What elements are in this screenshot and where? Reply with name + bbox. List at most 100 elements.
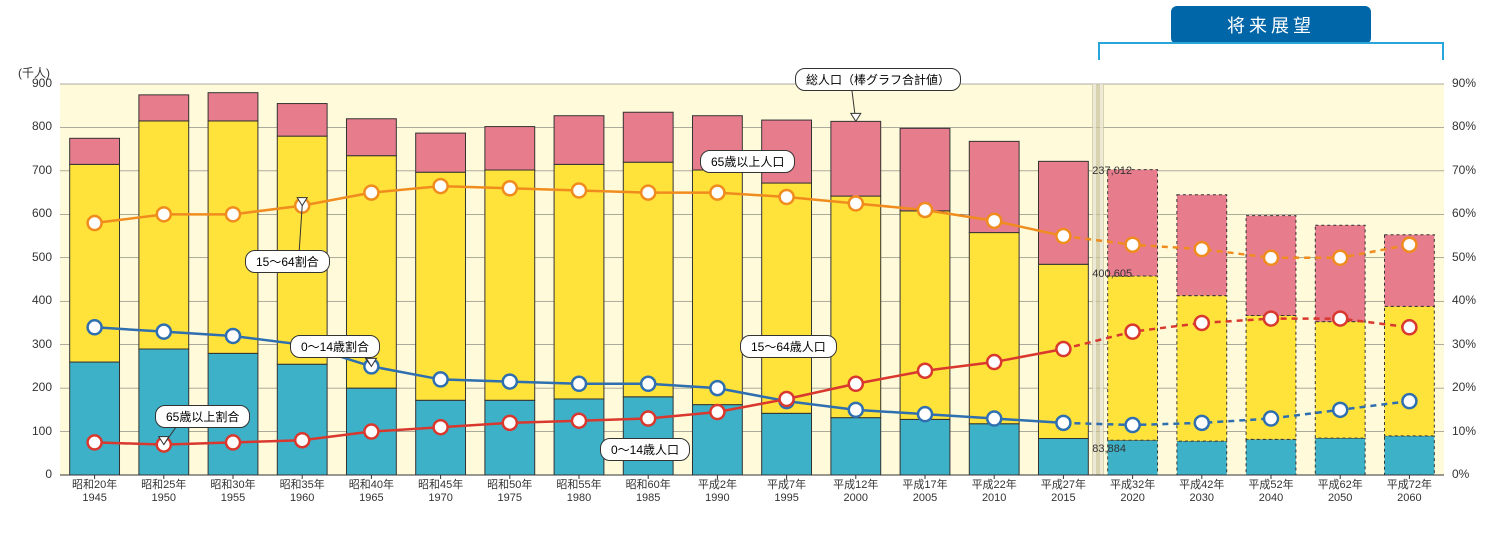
marker-ratio_65_up [710, 405, 724, 419]
y-right-tick: 80% [1452, 119, 1476, 133]
marker-ratio_0_14 [1264, 412, 1278, 426]
x-tick: 昭和25年1950 [129, 479, 198, 505]
bar-age_0_14 [1246, 439, 1296, 475]
marker-ratio_0_14 [434, 372, 448, 386]
bar-age_0_14 [1038, 439, 1088, 475]
bar-age_0_14 [70, 362, 120, 475]
y-left-tick: 200 [0, 380, 52, 394]
marker-ratio_0_14 [157, 325, 171, 339]
x-tick: 平成52年2040 [1236, 479, 1305, 505]
marker-ratio_15_64 [434, 179, 448, 193]
bar-age_0_14 [623, 397, 673, 475]
callout: 65歳以上割合 [155, 405, 250, 428]
bar-age_0_14 [485, 400, 535, 475]
bar-age_65_up [1038, 161, 1088, 264]
marker-ratio_15_64 [1264, 251, 1278, 265]
x-tick: 昭和20年1945 [60, 479, 129, 505]
bar-age_0_14 [900, 419, 950, 475]
marker-ratio_0_14 [1402, 394, 1416, 408]
x-tick: 平成32年2020 [1098, 479, 1167, 505]
marker-ratio_0_14 [710, 381, 724, 395]
x-tick: 平成17年2005 [890, 479, 959, 505]
marker-ratio_65_up [1402, 320, 1416, 334]
bar-age_65_up [1108, 170, 1158, 276]
y-right-tick: 60% [1452, 206, 1476, 220]
marker-ratio_65_up [88, 435, 102, 449]
y-left-tick: 500 [0, 250, 52, 264]
marker-ratio_65_up [987, 355, 1001, 369]
marker-ratio_0_14 [849, 403, 863, 417]
y-left-tick: 700 [0, 163, 52, 177]
marker-ratio_15_64 [849, 196, 863, 210]
bar-age_65_up [831, 121, 881, 196]
x-tick: 平成7年1995 [752, 479, 821, 505]
marker-ratio_15_64 [918, 203, 932, 217]
bar-age_65_up [70, 138, 120, 164]
bar-age_0_14 [762, 413, 812, 475]
y-left-tick: 400 [0, 293, 52, 307]
bar-age_15_64 [208, 121, 258, 353]
bar-age_65_up [416, 133, 466, 172]
marker-ratio_15_64 [641, 186, 655, 200]
marker-ratio_65_up [780, 392, 794, 406]
x-tick: 平成27年2015 [1029, 479, 1098, 505]
marker-ratio_0_14 [1126, 418, 1140, 432]
callout: 65歳以上人口 [700, 150, 795, 173]
marker-ratio_65_up [364, 425, 378, 439]
marker-ratio_65_up [918, 364, 932, 378]
marker-ratio_65_up [295, 433, 309, 447]
y-right-tick: 40% [1452, 293, 1476, 307]
bar-age_15_64 [416, 172, 466, 400]
y-left-tick: 100 [0, 424, 52, 438]
callout: 0～14歳人口 [600, 438, 690, 461]
x-tick: 昭和40年1965 [337, 479, 406, 505]
bar-age_0_14 [554, 399, 604, 475]
value-label-age_0_14: 83,884 [1092, 443, 1126, 455]
value-label-age_15_64: 400,605 [1092, 268, 1132, 280]
y-left-tick: 600 [0, 206, 52, 220]
bar-age_15_64 [554, 164, 604, 399]
bar-age_15_64 [900, 211, 950, 420]
bar-age_0_14 [1177, 441, 1227, 475]
y-right-tick: 10% [1452, 424, 1476, 438]
marker-ratio_0_14 [1056, 416, 1070, 430]
marker-ratio_15_64 [1402, 238, 1416, 252]
y-left-tick: 800 [0, 119, 52, 133]
forecast-header: 将来展望 [1171, 6, 1371, 44]
bar-age_0_14 [1315, 438, 1365, 475]
callout: 15～64割合 [245, 250, 330, 273]
y-right-tick: 0% [1452, 467, 1469, 481]
bar-age_15_64 [762, 183, 812, 413]
bar-age_0_14 [969, 424, 1019, 475]
marker-ratio_0_14 [1333, 403, 1347, 417]
bar-age_15_64 [692, 170, 742, 405]
bar-age_65_up [485, 127, 535, 170]
callout: 15～64歳人口 [740, 335, 837, 358]
bar-age_65_up [1315, 225, 1365, 321]
y-right-tick: 20% [1452, 380, 1476, 394]
x-tick: 昭和50年1975 [475, 479, 544, 505]
x-tick: 平成12年2000 [821, 479, 890, 505]
marker-ratio_15_64 [1126, 238, 1140, 252]
marker-ratio_0_14 [641, 377, 655, 391]
bar-age_0_14 [416, 400, 466, 475]
marker-ratio_0_14 [503, 375, 517, 389]
callout: 総人口（棒グラフ合計値） [795, 68, 961, 91]
bar-age_15_64 [1315, 322, 1365, 438]
marker-ratio_65_up [572, 414, 586, 428]
marker-ratio_15_64 [572, 183, 586, 197]
x-tick: 昭和35年1960 [268, 479, 337, 505]
marker-ratio_65_up [1333, 312, 1347, 326]
y-right-tick: 50% [1452, 250, 1476, 264]
marker-ratio_0_14 [987, 412, 1001, 426]
marker-ratio_0_14 [1195, 416, 1209, 430]
marker-ratio_15_64 [1195, 242, 1209, 256]
marker-ratio_65_up [1195, 316, 1209, 330]
bar-age_0_14 [1384, 436, 1434, 475]
y-left-tick: 0 [0, 467, 52, 481]
x-tick: 平成62年2050 [1306, 479, 1375, 505]
marker-ratio_15_64 [987, 214, 1001, 228]
bar-age_65_up [208, 93, 258, 121]
marker-ratio_15_64 [710, 186, 724, 200]
bar-age_15_64 [485, 170, 535, 400]
